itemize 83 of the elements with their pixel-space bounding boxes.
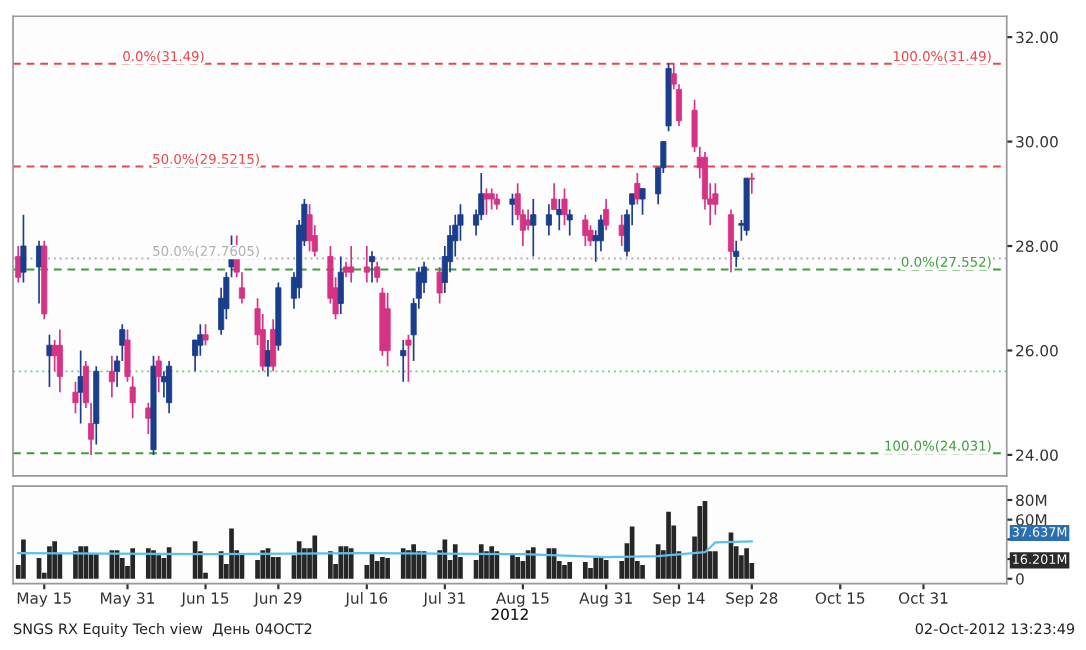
bar: [21, 539, 26, 579]
candlestick: [566, 208, 573, 237]
candlestick: [202, 323, 209, 347]
candlestick: [530, 198, 537, 258]
bar: [567, 562, 573, 579]
candlestick: [374, 260, 381, 284]
candlestick: [551, 182, 558, 211]
candlestick: [270, 318, 277, 373]
candlestick: [51, 339, 58, 373]
candlestick: [72, 380, 79, 414]
candlestick: [545, 203, 552, 237]
bar: [484, 551, 489, 579]
bar: [93, 554, 99, 579]
bar: [489, 546, 495, 579]
bar: [229, 528, 234, 579]
bar: [119, 558, 125, 579]
candlestick: [691, 98, 698, 153]
bar: [640, 564, 645, 579]
candlestick: [509, 192, 516, 226]
candlestick: [618, 213, 625, 247]
bar: [530, 547, 536, 579]
bar: [296, 541, 302, 579]
bar: [411, 544, 416, 579]
candlestick: [368, 250, 376, 284]
bar: [400, 548, 406, 579]
candlestick: [483, 187, 490, 216]
candlestick: [197, 323, 204, 357]
bar: [593, 558, 599, 579]
bar: [47, 546, 52, 579]
bar: [52, 541, 57, 579]
bar: [697, 505, 703, 579]
bar: [348, 548, 354, 579]
candlestick: [108, 354, 115, 399]
bar: [744, 548, 749, 579]
candlestick: [639, 187, 646, 216]
candlestick: [166, 360, 173, 414]
candlestick: [155, 354, 162, 394]
bar: [312, 535, 318, 579]
bar: [78, 546, 84, 579]
bar: [452, 544, 458, 579]
bar: [562, 564, 567, 579]
bar: [260, 550, 266, 579]
candlestick: [634, 172, 641, 206]
candlestick: [348, 245, 355, 284]
bar: [130, 548, 136, 579]
candlestick: [56, 328, 63, 394]
candlestick: [405, 333, 412, 383]
candlestick: [20, 213, 27, 284]
bar: [374, 561, 380, 579]
candlestick: [77, 349, 84, 425]
candlestick: [733, 239, 740, 268]
bar: [145, 548, 151, 579]
bar: [328, 551, 333, 579]
candlestick: [129, 375, 136, 420]
bar: [478, 544, 484, 579]
candlestick: [582, 213, 589, 247]
candlestick: [306, 203, 313, 253]
candlestick: [561, 187, 568, 226]
candlestick: [124, 328, 131, 383]
candlestick: [145, 401, 152, 435]
bar: [338, 546, 344, 579]
candlestick: [727, 208, 735, 273]
candlestick: [400, 339, 407, 383]
bar: [156, 555, 162, 579]
bar: [582, 562, 588, 579]
bar: [385, 558, 390, 579]
bar: [151, 550, 156, 579]
candlestick: [488, 187, 495, 211]
bar: [302, 548, 307, 579]
line-series: [17, 540, 753, 559]
bar: [515, 557, 521, 579]
candlestick: [337, 255, 344, 315]
candlestick: [603, 198, 610, 232]
candlestick: [623, 208, 630, 258]
candlestick: [748, 172, 755, 195]
bar: [666, 511, 671, 579]
bar: [510, 554, 515, 579]
bar: [276, 557, 281, 579]
bar: [713, 551, 718, 579]
candlestick: [384, 292, 391, 367]
candlestick: [436, 266, 443, 305]
candlestick: [363, 245, 370, 284]
bar: [380, 557, 385, 579]
